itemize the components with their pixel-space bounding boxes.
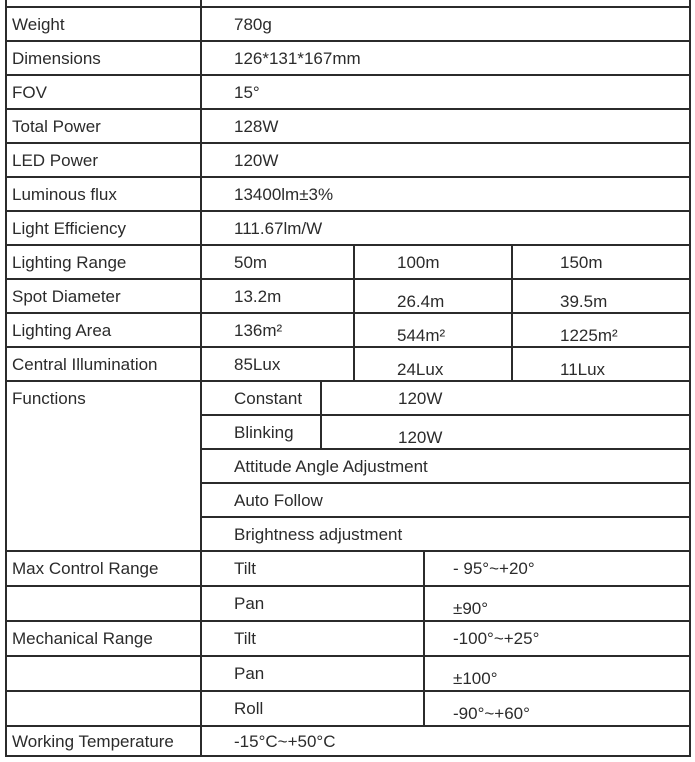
label-cell: [7, 657, 202, 692]
axis-cell: Pan: [202, 657, 425, 692]
label-cell: Central Illumination: [7, 348, 202, 382]
range-value-cell: 50m: [202, 246, 355, 280]
label-cell: Mechanical Range: [7, 622, 202, 657]
axis-cell: Tilt: [202, 552, 425, 587]
angle-value-cell: -90°~+60°: [425, 692, 689, 727]
function-mode-cell: Constant: [202, 382, 322, 416]
range-value-cell: 100m: [355, 246, 513, 280]
label-cell: Lighting Area: [7, 314, 202, 348]
range-value-cell: 13.2m: [202, 280, 355, 314]
value-cell: 120W: [202, 144, 689, 178]
angle-value-cell: -100°~+25°: [425, 622, 689, 657]
function-feature-cell: Attitude Angle Adjustment: [202, 450, 689, 484]
range-value-cell: 136m²: [202, 314, 355, 348]
axis-cell: Roll: [202, 692, 425, 727]
value-cell: 780g: [202, 8, 689, 42]
label-cell: Working Temperature: [7, 727, 202, 755]
range-value-cell: 150m: [513, 246, 689, 280]
range-value-cell: 26.4m: [355, 280, 513, 314]
label-cell: Spot Diameter: [7, 280, 202, 314]
label-cell: Luminous flux: [7, 178, 202, 212]
range-value-cell: 39.5m: [513, 280, 689, 314]
label-cell: [7, 587, 202, 622]
label-cell: Lighting Range: [7, 246, 202, 280]
function-mode-cell: Blinking: [202, 416, 322, 450]
value-cell: 126*131*167mm: [202, 42, 689, 76]
range-value-cell: 24Lux: [355, 348, 513, 382]
function-power-cell: 120W: [322, 382, 689, 416]
angle-value-cell: ±90°: [425, 587, 689, 622]
angle-value-cell: ±100°: [425, 657, 689, 692]
axis-cell: Pan: [202, 587, 425, 622]
function-power-cell: 120W: [322, 416, 689, 450]
label-cell: LED Power: [7, 144, 202, 178]
range-value-cell: 544m²: [355, 314, 513, 348]
value-cell: 13400lm±3%: [202, 178, 689, 212]
label-cell: [7, 692, 202, 727]
label-cell: Weight: [7, 8, 202, 42]
function-feature-cell: Brightness adjustment: [202, 518, 689, 552]
range-value-cell: 85Lux: [202, 348, 355, 382]
value-cell: 15°: [202, 76, 689, 110]
partial-row-label-cell: [7, 0, 202, 8]
value-cell: 111.67lm/W: [202, 212, 689, 246]
label-cell: Light Efficiency: [7, 212, 202, 246]
label-cell: Total Power: [7, 110, 202, 144]
angle-value-cell: - 95°~+20°: [425, 552, 689, 587]
specification-table: Weight 780g Dimensions 126*131*167mm FOV…: [5, 0, 691, 757]
partial-row-value-cell: [202, 0, 689, 8]
function-feature-cell: Auto Follow: [202, 484, 689, 518]
label-cell: FOV: [7, 76, 202, 110]
range-value-cell: 11Lux: [513, 348, 689, 382]
functions-label-cell: Functions: [7, 382, 202, 552]
value-cell: -15°C~+50°C: [234, 731, 336, 751]
axis-cell: Tilt: [202, 622, 425, 657]
label-cell: Max Control Range: [7, 552, 202, 587]
value-cell: 128W: [202, 110, 689, 144]
label-cell: Dimensions: [7, 42, 202, 76]
range-value-cell: 1225m²: [513, 314, 689, 348]
